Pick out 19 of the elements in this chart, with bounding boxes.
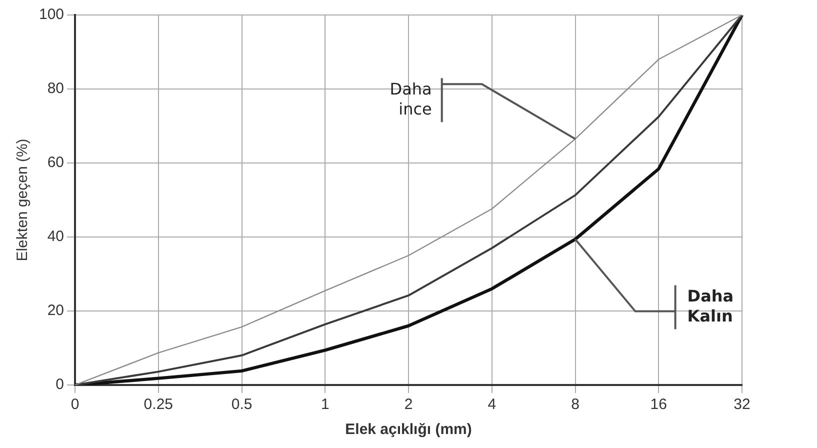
y-tick-label: 40 — [47, 228, 64, 246]
annotation: Daha Kalın — [687, 286, 734, 326]
x-tick-label: 1 — [320, 396, 330, 414]
x-tick-label: 8 — [571, 396, 580, 414]
x-tick-label: 0.5 — [231, 396, 252, 414]
annotation: Daha ince — [390, 79, 432, 118]
y-tick-label: 100 — [38, 6, 64, 24]
y-axis-title: Elekten geçen (%) — [14, 138, 32, 262]
x-tick-label: 0.25 — [144, 396, 173, 414]
x-tick-label: 32 — [734, 396, 750, 414]
y-tick-label: 60 — [47, 154, 64, 172]
x-tick-label: 16 — [650, 396, 667, 414]
y-tick-label: 80 — [47, 80, 64, 98]
x-tick-label: 2 — [404, 396, 413, 414]
x-tick-label: 0 — [70, 396, 80, 414]
y-tick-label: 20 — [47, 302, 64, 320]
x-tick-label: 4 — [488, 396, 496, 414]
y-tick-label: 0 — [56, 376, 64, 394]
x-axis-title: Elek açıklığı (mm) — [345, 421, 472, 438]
